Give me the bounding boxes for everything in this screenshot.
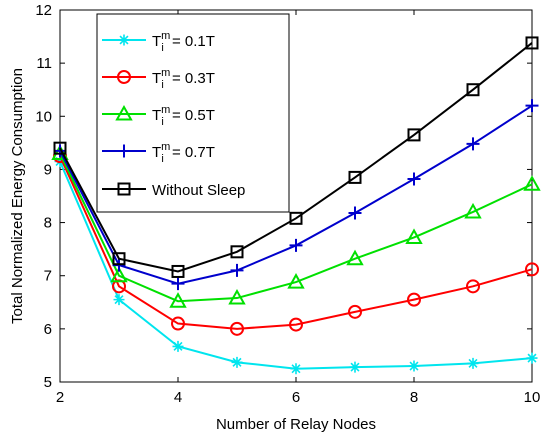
data-point [112,252,126,266]
legend-item-4: Tm i = 0.7T [102,141,215,165]
series-line [59,155,533,330]
legend-label: Tm i = 0.1T [152,30,215,54]
data-point [346,249,364,266]
legend-label: Tm i = 0.3T [152,67,215,91]
data-point [231,356,243,368]
data-point [526,352,538,364]
series-5 [53,36,539,278]
y-tick-label: 8 [44,215,52,232]
x-tick-label: 10 [524,389,541,406]
y-tick-label: 5 [44,374,52,391]
data-point [407,128,421,142]
legend-item-2: Tm i = 0.3T [102,67,215,91]
data-point [525,99,539,113]
data-point [113,294,125,306]
legend-marker [115,104,133,121]
legend-item-1: Tm i = 0.1T [102,30,215,54]
x-axis-label: Number of Relay Nodes [216,416,376,433]
data-point [405,228,423,244]
data-point [53,144,67,158]
y-tick-label: 7 [44,268,52,285]
legend-marker [118,34,130,46]
data-point [523,175,541,191]
legend-marker [117,144,131,158]
data-point [525,36,539,50]
legend-marker [117,70,131,84]
data-point [348,170,362,184]
x-tick-label: 6 [292,389,300,406]
legend-label: Without Sleep [152,182,245,199]
series-line [59,153,533,303]
data-point [230,321,244,336]
data-point [53,141,67,155]
data-point [172,340,184,352]
legend-label: Tm i = 0.5T [152,104,215,128]
legend-item-3: Tm i = 0.5T [102,104,215,128]
legend-label: Tm i = 0.7T [152,141,215,165]
data-point [348,304,362,319]
data-point [289,317,303,332]
series-2 [53,149,539,336]
y-tick-label: 6 [44,321,52,338]
legend-marker [117,182,131,196]
data-point [290,363,302,375]
x-tick-label: 4 [174,389,182,406]
data-point [466,83,480,97]
y-tick-label: 10 [35,108,52,125]
data-point [464,202,482,219]
data-point [407,292,421,307]
data-point [169,292,187,308]
y-tick-label: 12 [35,2,52,19]
data-point [228,288,246,305]
data-point [348,206,362,220]
data-point [349,361,361,373]
data-point [408,360,420,372]
data-point [230,263,244,277]
data-point [171,277,185,291]
data-point [466,137,480,151]
y-tick-label: 9 [44,161,52,178]
x-tick-label: 2 [56,389,64,406]
legend: Tm i = 0.1T Tm i = 0.3T Tm i = 0.5T Tm i = 0.7T… [96,13,290,213]
data-point [110,266,128,283]
data-point [289,211,303,225]
axis-ticks: 2 4 6 8 10 5 6 7 8 9 10 11 12 [35,2,540,406]
x-tick-label: 8 [410,389,418,406]
series-group [51,36,541,375]
data-point [171,316,185,331]
data-point [466,279,480,294]
y-axis-label: Total Normalized Energy Consumption [9,68,26,324]
data-point [230,245,244,259]
legend-item-5: Without Sleep [102,182,245,199]
data-point [407,172,421,186]
data-point [525,262,539,277]
data-point [287,273,305,289]
data-point [171,264,185,278]
data-point [467,357,479,369]
y-tick-label: 11 [36,55,52,72]
series-line [59,42,533,273]
data-point [289,238,303,252]
